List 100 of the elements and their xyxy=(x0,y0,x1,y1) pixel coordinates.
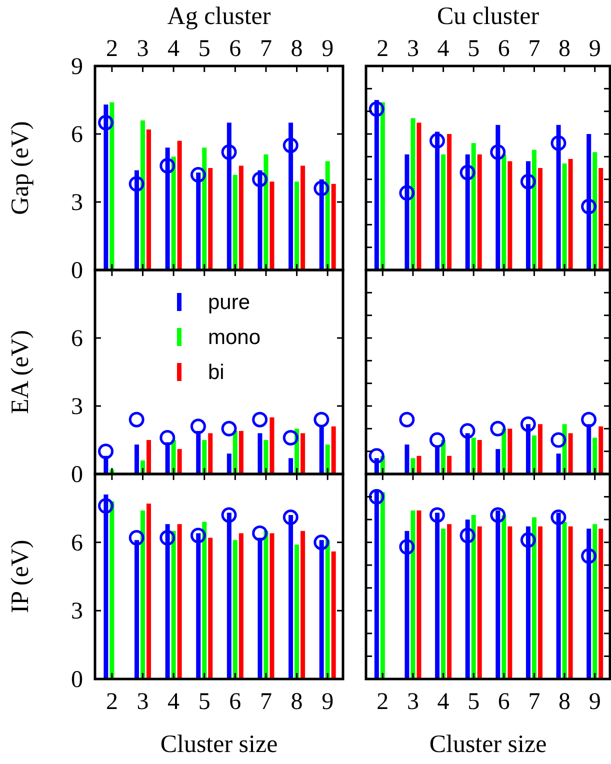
bar xyxy=(325,444,330,474)
point xyxy=(520,174,536,190)
bar xyxy=(325,161,330,270)
bar xyxy=(592,524,598,679)
point xyxy=(490,420,506,436)
bar xyxy=(562,522,567,679)
point xyxy=(128,530,144,546)
point xyxy=(581,548,597,564)
x-tick-label: 3 xyxy=(136,689,149,715)
bar xyxy=(232,430,238,474)
bar xyxy=(264,154,268,270)
point xyxy=(252,172,268,188)
point xyxy=(282,138,298,154)
chart-title: Ag cluster xyxy=(167,3,272,30)
x-tick-label: 2 xyxy=(376,36,389,62)
point xyxy=(190,418,206,434)
point xyxy=(160,158,176,174)
bar xyxy=(441,528,446,679)
point xyxy=(314,534,330,550)
bar xyxy=(294,544,300,679)
point xyxy=(550,432,566,448)
point xyxy=(282,510,298,526)
chart-title: Cu cluster xyxy=(436,3,540,30)
x-tick-label: 6 xyxy=(229,689,242,715)
point xyxy=(429,507,445,523)
bar xyxy=(177,524,182,679)
x-tick-label: 4 xyxy=(437,36,450,62)
point xyxy=(581,412,597,428)
bar xyxy=(447,524,452,679)
bar xyxy=(380,492,385,679)
y-tick-label: 0 xyxy=(71,462,83,488)
point xyxy=(98,444,114,460)
bar xyxy=(331,426,336,474)
bar xyxy=(177,140,182,270)
x-tick-label: 7 xyxy=(260,689,272,715)
bar xyxy=(264,530,268,679)
y-tick-label: 0 xyxy=(71,258,83,284)
x-tick-label: 2 xyxy=(106,689,118,715)
y-tick-label: 6 xyxy=(71,530,83,556)
bar xyxy=(264,440,268,474)
x-tick-label: 8 xyxy=(290,36,303,62)
x-tick-label: 3 xyxy=(136,36,149,62)
bar xyxy=(471,143,476,270)
bar xyxy=(208,433,213,474)
bar xyxy=(146,440,151,474)
bar xyxy=(380,102,385,270)
point xyxy=(460,164,476,180)
x-tick-label: 8 xyxy=(558,36,571,62)
y-tick-label: 9 xyxy=(71,54,83,80)
bar xyxy=(538,424,542,474)
bar xyxy=(447,456,452,474)
point xyxy=(581,198,597,214)
bar xyxy=(202,440,207,474)
bar xyxy=(538,526,542,679)
point xyxy=(460,423,476,439)
y-tick-label: 6 xyxy=(71,326,83,352)
bar xyxy=(532,517,536,679)
bar xyxy=(502,428,506,474)
bar xyxy=(477,440,482,474)
x-tick-label: 5 xyxy=(198,36,210,62)
bar xyxy=(202,522,207,679)
bar xyxy=(331,184,336,270)
bar xyxy=(134,444,139,474)
y-tick-label: 3 xyxy=(71,598,83,625)
bar xyxy=(110,501,114,679)
bar xyxy=(238,430,244,474)
bar xyxy=(568,526,573,679)
bar xyxy=(592,152,598,270)
bar xyxy=(508,526,512,679)
point xyxy=(314,412,330,428)
bar xyxy=(270,533,274,679)
bar xyxy=(300,166,306,270)
x-tick-label: 3 xyxy=(406,689,419,715)
point xyxy=(282,430,298,446)
bar xyxy=(496,449,500,474)
point xyxy=(160,530,176,546)
point xyxy=(190,167,206,183)
bar xyxy=(146,129,151,270)
bar xyxy=(471,438,476,474)
bar xyxy=(416,456,422,474)
x-tick-label: 5 xyxy=(468,36,480,62)
x-tick-label: 6 xyxy=(229,36,242,62)
bar xyxy=(502,154,506,270)
y-axis-title: EA (eV) xyxy=(7,330,34,414)
point xyxy=(368,101,384,117)
point xyxy=(98,114,114,130)
bar xyxy=(598,528,604,679)
point xyxy=(399,412,415,428)
x-axis-title: Cluster size xyxy=(429,731,547,758)
bar xyxy=(288,458,294,474)
legend-label: bi xyxy=(208,361,224,384)
point xyxy=(221,507,237,523)
bar xyxy=(410,118,416,270)
y-tick-label: 3 xyxy=(71,394,83,420)
bar xyxy=(140,120,145,270)
point xyxy=(429,432,445,448)
bar xyxy=(171,530,176,679)
point xyxy=(368,448,384,464)
bar xyxy=(410,510,416,679)
bar xyxy=(171,156,176,270)
